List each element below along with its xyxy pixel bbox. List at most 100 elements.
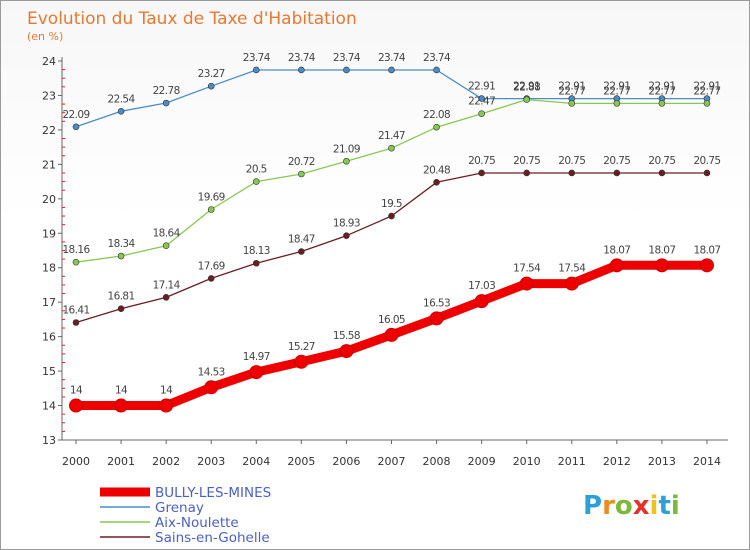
y-tick-label: 19 bbox=[42, 227, 56, 240]
x-tick-label: 2004 bbox=[242, 455, 270, 468]
data-label: 22.91 bbox=[468, 81, 495, 93]
x-tick-label: 2007 bbox=[377, 455, 405, 468]
x-tick-label: 2000 bbox=[62, 455, 90, 468]
data-point bbox=[429, 311, 444, 326]
data-label: 19.5 bbox=[381, 198, 402, 210]
data-label: 20.72 bbox=[288, 156, 315, 168]
data-label: 17.54 bbox=[513, 263, 541, 275]
data-point bbox=[478, 169, 485, 177]
x-tick-label: 2009 bbox=[468, 455, 496, 468]
data-label: 23.74 bbox=[378, 52, 406, 64]
legend-label: BULLY-LES-MINES bbox=[155, 485, 271, 501]
data-point bbox=[298, 66, 305, 74]
data-point bbox=[388, 212, 395, 220]
data-label: 22.91 bbox=[513, 81, 540, 93]
data-label: 22.08 bbox=[423, 109, 450, 121]
data-label: 15.58 bbox=[333, 330, 360, 342]
data-label: 18.93 bbox=[333, 218, 360, 230]
series-bully-les-mines: 14 14 14 14.53 14.97 15.27 15.58 16.05 16.53 17.0… bbox=[69, 244, 721, 413]
data-label: 20.75 bbox=[648, 155, 675, 167]
data-label: 18.07 bbox=[603, 244, 630, 256]
data-label: 16.81 bbox=[108, 291, 135, 303]
data-label: 22.77 bbox=[603, 85, 630, 97]
legend-label: Grenay bbox=[155, 500, 204, 516]
data-point bbox=[658, 169, 666, 177]
y-tick-label: 14 bbox=[42, 400, 56, 413]
data-label: 20.75 bbox=[558, 155, 585, 167]
data-label: 22.77 bbox=[693, 85, 720, 97]
data-point bbox=[388, 144, 395, 152]
data-label: 22.91 bbox=[648, 81, 675, 93]
y-tick-label: 24 bbox=[42, 55, 56, 68]
x-tick-label: 2013 bbox=[648, 455, 676, 468]
data-point bbox=[343, 66, 350, 74]
logo-letter: i bbox=[650, 491, 659, 521]
data-label: 23.27 bbox=[198, 68, 225, 80]
data-label: 18.64 bbox=[153, 228, 181, 240]
data-label: 14 bbox=[115, 385, 128, 397]
data-point bbox=[72, 319, 80, 326]
data-label: 23.74 bbox=[288, 52, 316, 64]
data-point bbox=[114, 398, 129, 413]
data-point bbox=[388, 66, 395, 74]
y-tick-label: 20 bbox=[42, 193, 56, 206]
chart-title: Evolution du Taux de Taxe d'Habitation bbox=[27, 9, 357, 29]
data-label: 23.74 bbox=[333, 52, 361, 64]
data-point bbox=[478, 110, 485, 118]
data-point bbox=[568, 100, 576, 107]
x-tick-label: 2003 bbox=[197, 455, 225, 468]
data-label: 20.75 bbox=[468, 155, 495, 167]
data-label: 22.47 bbox=[468, 96, 495, 108]
y-tick-label: 22 bbox=[42, 124, 56, 137]
data-label: 17.14 bbox=[153, 279, 181, 291]
data-point bbox=[658, 100, 666, 107]
y-tick-label: 15 bbox=[42, 365, 56, 378]
data-label: 18.07 bbox=[693, 244, 720, 256]
data-point bbox=[117, 252, 125, 260]
data-point bbox=[117, 108, 125, 115]
data-label: 18.47 bbox=[288, 234, 315, 246]
x-tick-label: 2011 bbox=[558, 455, 586, 468]
data-point bbox=[478, 95, 485, 102]
data-label: 22.77 bbox=[648, 85, 675, 97]
data-label: 18.13 bbox=[243, 245, 270, 257]
logo-letter: r bbox=[602, 491, 615, 521]
data-label: 17.69 bbox=[198, 260, 225, 272]
data-label: 21.09 bbox=[333, 143, 360, 155]
data-label: 23.74 bbox=[243, 52, 271, 64]
series-grenay: 22.09 22.54 22.78 23.27 23.74 23.74 23.74 23.74… bbox=[62, 52, 721, 131]
data-point bbox=[298, 248, 305, 255]
y-tick-label: 16 bbox=[42, 331, 56, 344]
data-label: 22.54 bbox=[108, 93, 136, 105]
series-line bbox=[75, 69, 707, 128]
data-label: 19.69 bbox=[198, 191, 225, 203]
x-tick-label: 2005 bbox=[287, 455, 315, 468]
data-point bbox=[162, 294, 170, 301]
legend-label: Aix-Noulette bbox=[155, 515, 239, 531]
x-tick-label: 2001 bbox=[107, 455, 135, 468]
data-label: 22.78 bbox=[153, 85, 180, 97]
legend: BULLY-LES-MINESGrenayAix-NouletteSains-e… bbox=[100, 485, 271, 546]
data-label: 22.88 bbox=[513, 82, 540, 94]
data-point bbox=[343, 232, 350, 239]
data-label: 15.27 bbox=[288, 341, 315, 353]
x-tick-label: 2012 bbox=[603, 455, 631, 468]
data-label: 18.07 bbox=[648, 244, 675, 256]
data-point bbox=[207, 82, 215, 90]
data-point bbox=[72, 258, 80, 266]
data-point bbox=[252, 259, 260, 267]
legend-label: Sains-en-Gohelle bbox=[155, 530, 270, 546]
data-label: 22.09 bbox=[62, 109, 89, 121]
proxiti-logo: Proxiti bbox=[583, 491, 680, 521]
data-point bbox=[207, 206, 215, 213]
data-label: 20.48 bbox=[423, 164, 450, 176]
x-tick-label: 2002 bbox=[152, 455, 180, 468]
data-point bbox=[613, 100, 621, 107]
data-point bbox=[523, 169, 531, 177]
data-label: 20.75 bbox=[693, 155, 720, 167]
data-label: 14.53 bbox=[198, 366, 225, 378]
y-tick-label: 21 bbox=[42, 158, 56, 171]
y-tick-label: 13 bbox=[42, 434, 56, 447]
